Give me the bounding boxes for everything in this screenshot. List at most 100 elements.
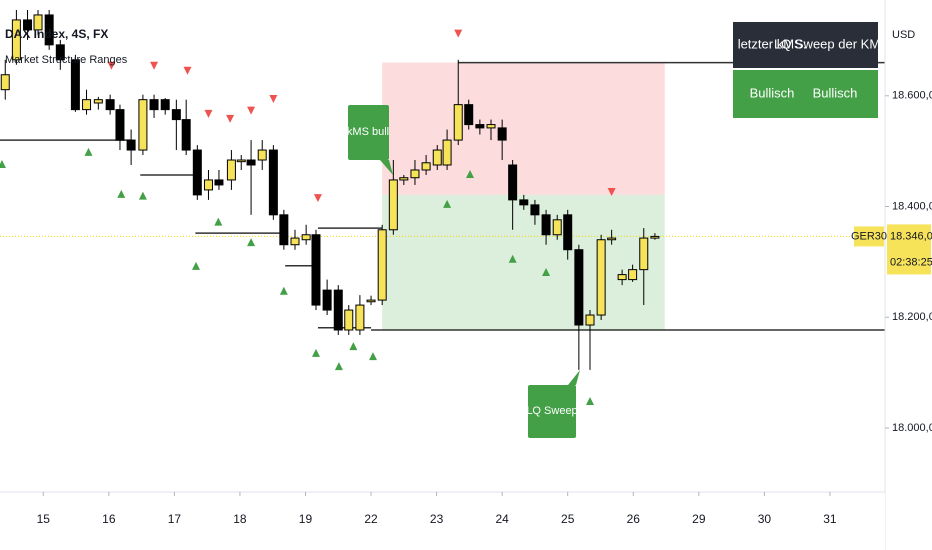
annotation-box: [348, 105, 389, 160]
table-row: [733, 70, 878, 118]
candle-body: [399, 177, 409, 181]
candle-body: [486, 124, 496, 129]
y-tick-label: 18.200,00: [892, 311, 932, 323]
candle-body: [93, 99, 103, 104]
chart-title: DAX Index, 4S, FX: [5, 27, 108, 41]
candle-body: [519, 199, 529, 206]
buy-signal: [192, 261, 201, 270]
annotation-box: [528, 385, 576, 438]
candle-body: [541, 214, 551, 236]
table-header-cell: letzter kMS:: [738, 36, 807, 51]
candle-body: [475, 124, 485, 129]
buy-signal: [443, 199, 452, 208]
annotation-label: LQ Sweep: [526, 405, 577, 417]
table-cell: Bullisch: [750, 85, 795, 100]
x-tick-label: 29: [692, 512, 706, 526]
price-axis: [885, 0, 932, 550]
buy-signal: [117, 189, 126, 198]
candle-body: [82, 99, 92, 111]
range-zone: [382, 62, 665, 195]
sell-signal: [269, 94, 278, 103]
candle-body: [442, 139, 452, 166]
candle-body: [552, 219, 562, 236]
candle-body: [585, 314, 595, 326]
candle-body: [126, 139, 136, 151]
symbol-tag: [854, 226, 884, 247]
candle-body: [607, 237, 617, 241]
annotation-pointer: [568, 370, 580, 385]
candle-body: [530, 204, 540, 216]
candle-body: [279, 214, 289, 246]
table-header-cell: LQ Sweep der KMS?: [774, 36, 896, 51]
candle-body: [138, 99, 148, 151]
buy-signal: [247, 238, 256, 247]
range-zone: [382, 194, 665, 330]
candle-body: [171, 109, 181, 121]
candle-body: [639, 237, 649, 271]
candle-body: [432, 149, 442, 166]
candle-body: [214, 179, 224, 186]
candle-body: [377, 229, 387, 301]
candle-body: [192, 149, 202, 196]
x-tick-label: 17: [168, 512, 182, 526]
sell-signal: [107, 61, 116, 70]
candle-body: [0, 74, 10, 91]
buy-signal: [311, 348, 320, 357]
candle-body: [322, 289, 332, 311]
buy-signal: [84, 147, 93, 156]
candle-body: [497, 127, 507, 141]
candle-body: [311, 234, 321, 306]
x-tick-label: 30: [758, 512, 772, 526]
buy-signal: [466, 169, 475, 178]
candle-body: [33, 14, 43, 31]
buy-signal: [508, 254, 517, 263]
candle-body: [257, 149, 267, 161]
candle-body: [366, 299, 376, 303]
price-tag-label: 18.346,00: [890, 230, 932, 242]
x-tick-label: 26: [627, 512, 641, 526]
candle-body: [574, 249, 584, 326]
chart-subtitle: Market Structure Ranges: [5, 54, 128, 66]
candle-body: [355, 304, 365, 331]
sell-signal: [183, 66, 192, 75]
sell-signal: [150, 61, 159, 70]
candle-body: [226, 159, 236, 181]
candle-body: [650, 235, 660, 239]
candle-body: [23, 19, 33, 31]
candle-body: [628, 269, 638, 281]
candle-body: [563, 214, 573, 251]
sell-signal: [313, 194, 322, 203]
candle-body: [453, 104, 463, 141]
candle-body: [268, 149, 278, 216]
x-tick-label: 15: [37, 512, 51, 526]
candle-body: [421, 162, 431, 171]
buy-signal: [214, 217, 223, 226]
annotation-pointer: [380, 160, 393, 175]
y-tick-label: 18.600,00: [892, 90, 932, 102]
annotation-label: kMS bull: [347, 126, 389, 138]
candle-body: [105, 99, 115, 111]
time-axis: [0, 492, 885, 550]
symbol-label: GER30: [851, 230, 887, 242]
sell-signal: [454, 29, 463, 38]
x-tick-label: 23: [430, 512, 444, 526]
countdown-label: 02:38:25: [890, 256, 932, 268]
sell-signal: [226, 114, 235, 123]
sell-signal: [607, 188, 616, 196]
candle-body: [149, 99, 159, 111]
x-tick-label: 19: [299, 512, 313, 526]
sell-signal: [204, 109, 213, 118]
buy-signal: [334, 362, 343, 371]
candle-body: [246, 159, 256, 166]
candle-body: [617, 274, 627, 281]
candle-body: [596, 239, 606, 316]
candle-body: [301, 234, 311, 241]
buy-signal: [279, 286, 288, 295]
table-header: [733, 22, 878, 68]
candle-body: [70, 59, 80, 111]
price-tag: [887, 224, 931, 275]
candle-body: [290, 237, 300, 246]
x-tick-label: 22: [364, 512, 378, 526]
candle-body: [333, 289, 343, 331]
